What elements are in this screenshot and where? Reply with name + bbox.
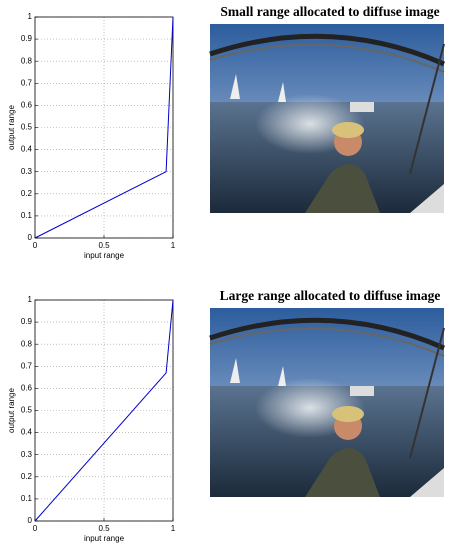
y-tick-label: 0.9 — [21, 317, 33, 326]
y-tick-label: 0.4 — [21, 428, 33, 437]
page: Small range allocated to diffuse image L… — [0, 0, 460, 548]
x-tick-label: 0 — [33, 524, 38, 533]
y-tick-label: 0.8 — [21, 56, 33, 65]
y-tick-label: 0.8 — [21, 339, 33, 348]
y-tick-label: 0.6 — [21, 384, 33, 393]
x-tick-label: 1 — [171, 524, 176, 533]
image-title: Small range allocated to diffuse image — [220, 4, 439, 19]
x-axis-label: input range — [84, 251, 125, 260]
y-tick-label: 1 — [28, 295, 33, 304]
y-tick-label: 0.2 — [21, 189, 33, 198]
y-axis-label: output range — [7, 387, 16, 432]
y-tick-label: 0.3 — [21, 450, 33, 459]
photo — [210, 24, 444, 213]
y-tick-label: 0.3 — [21, 167, 33, 176]
y-tick-label: 0.4 — [21, 145, 33, 154]
x-tick-label: 0.5 — [98, 241, 110, 250]
y-tick-label: 0.6 — [21, 101, 33, 110]
x-tick-label: 0.5 — [98, 524, 110, 533]
y-axis-label: output range — [7, 104, 16, 149]
y-tick-label: 1 — [28, 12, 33, 21]
y-tick-label: 0.2 — [21, 472, 33, 481]
y-tick-label: 0.7 — [21, 361, 33, 370]
y-tick-label: 0.5 — [21, 123, 33, 132]
x-tick-label: 0 — [33, 241, 38, 250]
y-tick-label: 0.1 — [21, 494, 33, 503]
y-tick-label: 0.5 — [21, 406, 33, 415]
y-tick-label: 0.1 — [21, 211, 33, 220]
x-tick-label: 1 — [171, 241, 176, 250]
y-tick-label: 0.9 — [21, 34, 33, 43]
x-axis-label: input range — [84, 534, 125, 543]
figure: Small range allocated to diffuse image L… — [0, 0, 460, 548]
image-title: Large range allocated to diffuse image — [220, 288, 441, 303]
y-tick-label: 0.7 — [21, 78, 33, 87]
photo — [210, 308, 444, 497]
